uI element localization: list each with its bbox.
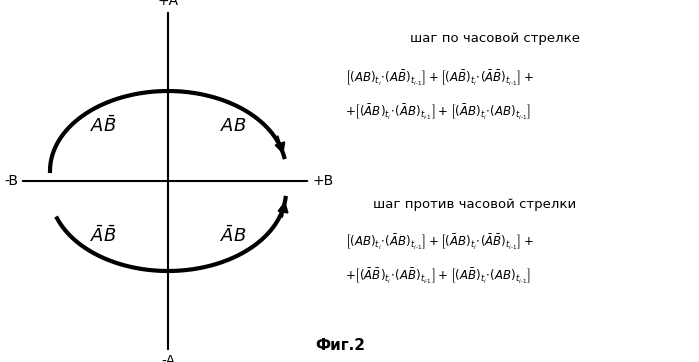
Text: -B: -B — [4, 174, 18, 188]
Text: шаг по часовой стрелке: шаг по часовой стрелке — [410, 32, 580, 45]
Text: $AB$: $AB$ — [219, 117, 246, 135]
Text: $\bar{A}\bar{B}$: $\bar{A}\bar{B}$ — [89, 226, 116, 246]
Text: шаг против часовой стрелки: шаг против часовой стрелки — [373, 198, 577, 211]
Text: $A\bar{B}$: $A\bar{B}$ — [89, 116, 116, 136]
Text: $+\left[(\bar{A}B)_{t_i}\!\cdot\!(\bar{A}B)_{t_{i\text{-}1}}\right]+\left[(\bar{: $+\left[(\bar{A}B)_{t_i}\!\cdot\!(\bar{A… — [345, 102, 531, 121]
Text: +B: +B — [312, 174, 333, 188]
Text: $\left[(AB)_{t_i}\!\cdot\!(A\bar{B})_{t_{i\text{-}1}}\right]+\left[(A\bar{B})_{t: $\left[(AB)_{t_i}\!\cdot\!(A\bar{B})_{t_… — [345, 68, 534, 87]
Text: Фиг.2: Фиг.2 — [315, 338, 365, 353]
Text: $+\left[(\bar{A}\bar{B})_{t_i}\!\cdot\!(A\bar{B})_{t_{i\text{-}1}}\right]+\left[: $+\left[(\bar{A}\bar{B})_{t_i}\!\cdot\!(… — [345, 266, 531, 285]
Text: +A: +A — [157, 0, 178, 8]
Text: $\left[(AB)_{t_i}\!\cdot\!(\bar{A}B)_{t_{i\text{-}1}}\right]+\left[(\bar{A}B)_{t: $\left[(AB)_{t_i}\!\cdot\!(\bar{A}B)_{t_… — [345, 232, 534, 251]
Text: -A: -A — [161, 354, 175, 362]
Text: $\bar{A}B$: $\bar{A}B$ — [219, 226, 246, 246]
